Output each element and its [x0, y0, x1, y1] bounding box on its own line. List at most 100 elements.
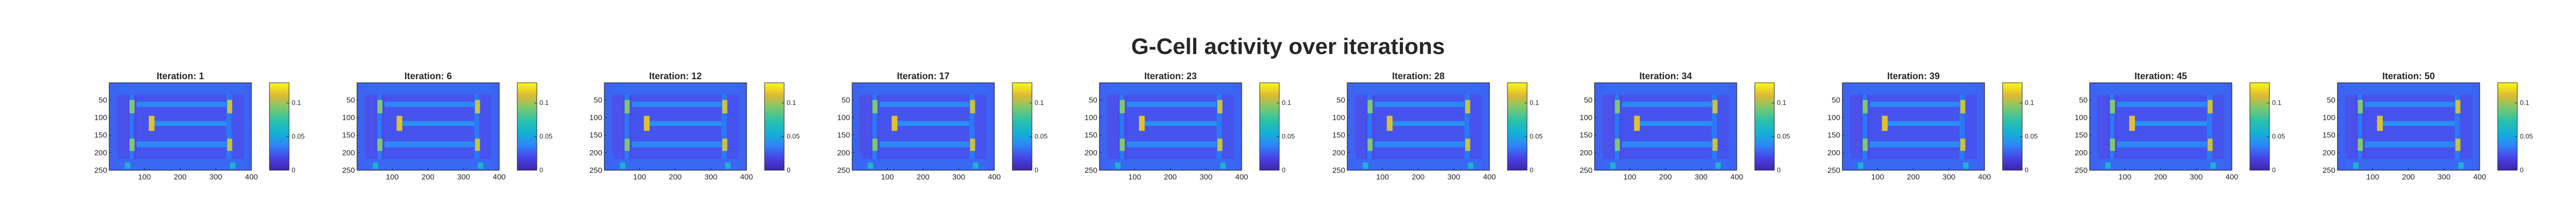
panel-iteration-45: Iteration: 45 50 100 150 200 250 100 200 300 400 0… — [2075, 71, 2285, 182]
x-tick-label: 100 — [2119, 173, 2131, 182]
colorbar-tick-label: 0.05 — [539, 133, 552, 140]
y-tick-label: 150 — [94, 131, 107, 140]
hotspot-bottom-right — [1960, 138, 1965, 151]
colorbar-tick-label: 0.1 — [1035, 99, 1044, 106]
panel-iteration-23: Iteration: 23 50 100 150 200 250 100 200 300 400 0… — [1084, 71, 1295, 182]
bottom-routing-track — [1622, 141, 1716, 148]
x-tick-label: 300 — [1694, 173, 1707, 182]
hotspot-middle — [891, 116, 897, 131]
y-tick-label: 200 — [1084, 149, 1097, 157]
y-tick-label: 150 — [1827, 131, 1840, 140]
middle-routing-track — [396, 121, 479, 126]
colorbar-tick-label: 0.05 — [2272, 133, 2285, 140]
hotspot-corner-left — [620, 162, 625, 169]
hotspot-top-left — [624, 100, 630, 114]
y-tick-label: 150 — [1084, 131, 1097, 140]
hotspot-corner-left — [1610, 162, 1616, 169]
x-tick-label: 300 — [457, 173, 470, 182]
hotspot-corner-right — [2210, 162, 2216, 169]
top-routing-track — [2365, 101, 2459, 107]
x-tick-label: 100 — [633, 173, 646, 182]
hotspot-middle — [1139, 116, 1145, 131]
x-tick-label: 300 — [2190, 173, 2202, 182]
y-tick-label: 250 — [1084, 166, 1097, 175]
x-tick-label: 400 — [988, 173, 1001, 182]
colorbar-tick-label: 0.05 — [2520, 133, 2533, 140]
top-routing-track — [137, 101, 230, 107]
bottom-routing-track — [2117, 141, 2211, 148]
y-tick-label: 200 — [1827, 149, 1840, 157]
y-tick-label: 100 — [342, 114, 355, 122]
x-tick-label: 400 — [740, 173, 753, 182]
right-vertical-track — [2207, 95, 2212, 159]
middle-routing-track — [1139, 121, 1221, 126]
y-tick-label: 250 — [2323, 166, 2335, 175]
y-tick-label: 50 — [98, 96, 107, 104]
x-tick-label: 400 — [2473, 173, 2486, 182]
left-edge-band — [1347, 83, 1357, 170]
heatmap-image — [1099, 83, 1242, 170]
heatmap-image — [109, 83, 251, 170]
right-vertical-track — [1711, 95, 1717, 159]
x-tick-label: 400 — [1235, 173, 1248, 182]
panel-iteration-50: Iteration: 50 50 100 150 200 250 100 200 300 400 0… — [2323, 71, 2533, 182]
y-tick-label: 250 — [1332, 166, 1345, 175]
left-stripe — [612, 96, 615, 153]
bottom-edge-band — [1595, 159, 1737, 170]
top-edge-band — [1842, 83, 1985, 95]
y-tick-label: 200 — [589, 149, 602, 157]
middle-routing-track — [2129, 121, 2211, 126]
hotspot-corner-right — [1468, 162, 1473, 169]
hotspot-corner-left — [1363, 162, 1368, 169]
panel-title: Iteration: 28 — [1392, 71, 1445, 81]
colorbar-tick-label: 0.1 — [2025, 99, 2034, 106]
left-edge-band — [604, 83, 614, 170]
y-tick-label: 100 — [2075, 114, 2088, 122]
hotspot-corner-right — [973, 162, 978, 169]
left-stripe-2 — [617, 96, 621, 153]
y-tick-label: 50 — [2079, 96, 2088, 104]
heatmap-image — [1347, 83, 1489, 170]
panel-title: Iteration: 50 — [2382, 71, 2435, 81]
x-tick-label: 300 — [1199, 173, 1212, 182]
x-tick-label: 400 — [493, 173, 505, 182]
y-tick-label: 250 — [1827, 166, 1840, 175]
top-edge-band — [1595, 83, 1737, 95]
colorbar — [1754, 82, 1775, 171]
hotspot-top-right — [474, 100, 480, 114]
x-tick-label: 200 — [1164, 173, 1177, 182]
bottom-edge-band — [109, 159, 251, 170]
y-tick-label: 150 — [1580, 131, 1592, 140]
left-stripe — [859, 96, 863, 153]
left-stripe-2 — [122, 96, 126, 153]
left-stripe — [1850, 96, 1853, 153]
hotspot-bottom-right — [227, 138, 232, 151]
right-edge-band — [1233, 83, 1242, 170]
bottom-routing-track — [2365, 141, 2459, 148]
left-edge-band — [1842, 83, 1852, 170]
colorbar — [2002, 82, 2023, 171]
panel-iteration-34: Iteration: 34 50 100 150 200 250 100 200 300 400 0… — [1580, 71, 1790, 182]
left-vertical-track — [1862, 95, 1867, 159]
colorbar — [764, 82, 785, 171]
y-tick-label: 200 — [2323, 149, 2335, 157]
right-edge-band — [243, 83, 251, 170]
y-tick-label: 100 — [589, 114, 602, 122]
hotspot-top-right — [970, 100, 975, 114]
left-stripe-2 — [1855, 96, 1859, 153]
hotspot-top-left — [1862, 100, 1868, 114]
left-vertical-track — [1615, 95, 1619, 159]
panel-title: Iteration: 23 — [1144, 71, 1197, 81]
x-tick-label: 200 — [2154, 173, 2167, 182]
hotspot-middle — [1634, 116, 1640, 131]
x-tick-label: 200 — [174, 173, 187, 182]
left-stripe — [116, 96, 120, 153]
hotspot-middle — [148, 116, 155, 131]
bottom-edge-band — [2337, 159, 2480, 170]
right-edge-band — [1976, 83, 1985, 170]
right-edge-band — [986, 83, 994, 170]
colorbar — [2249, 82, 2270, 171]
x-tick-label: 200 — [1659, 173, 1672, 182]
y-tick-label: 150 — [1332, 131, 1345, 140]
heatmap-image — [1595, 83, 1737, 170]
